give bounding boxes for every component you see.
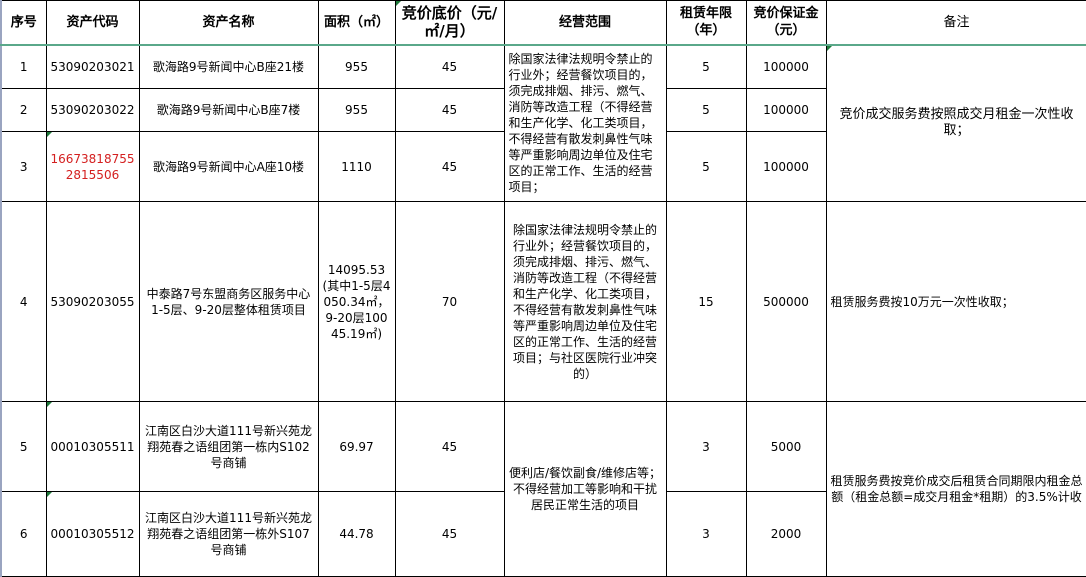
cell-name[interactable]: 歌海路9号新闻中心B座7楼	[138, 88, 319, 132]
cell-deposit[interactable]: 100000	[745, 88, 827, 132]
cell-no[interactable]: 4	[0, 201, 47, 402]
cell-no[interactable]: 3	[0, 131, 47, 202]
table-row: 4 53090203055 中泰路7号东盟商务区服务中心1-5层、9-20层整体…	[0, 201, 1086, 402]
header-no[interactable]: 序号	[0, 0, 47, 46]
cell-area[interactable]: 1110	[317, 131, 396, 202]
cell-name[interactable]: 江南区白沙大道111号新兴苑龙翔苑春之语组团第一栋内S102号商铺	[138, 401, 319, 492]
table-row: 2 53090203022 歌海路9号新闻中心B座7楼 955 45 5 100…	[0, 88, 1086, 132]
header-name[interactable]: 资产名称	[138, 0, 319, 46]
cell-price[interactable]: 45	[394, 44, 505, 89]
cell-code[interactable]: 00010305511	[45, 401, 140, 492]
cell-term[interactable]: 5	[665, 88, 747, 132]
cell-scope-group1[interactable]: 除国家法律法规明令禁止的行业外；经营餐饮项目的，须完成排烟、排污、燃气、消防等改…	[503, 44, 667, 202]
header-scope[interactable]: 经营范围	[503, 0, 667, 46]
cell-area[interactable]: 44.78	[317, 491, 396, 577]
table-row: 3 166738187552815506 歌海路9号新闻中心A座10楼 1110…	[0, 131, 1086, 202]
cell-deposit[interactable]: 100000	[745, 44, 827, 89]
cell-remarks-group3[interactable]: 租赁服务费按竞价成交后租赁合同期限内租金总额（租金总额=成交月租金*租期）的3.…	[825, 401, 1086, 577]
table-row: 5 00010305511 江南区白沙大道111号新兴苑龙翔苑春之语组团第一栋内…	[0, 401, 1086, 577]
cell-no[interactable]: 5	[0, 401, 47, 492]
cell-code[interactable]: 53090203022	[45, 88, 140, 132]
header-price[interactable]: 竞价底价（元/㎡/月）	[394, 0, 505, 46]
cell-deposit[interactable]: 5000	[745, 401, 827, 492]
header-row: 序号 资产代码 资产名称 面积（㎡） 竞价底价（元/㎡/月） 经营范围 租赁年限…	[0, 0, 1086, 46]
header-area[interactable]: 面积（㎡）	[317, 0, 396, 46]
cell-scope-group2[interactable]: 除国家法律法规明令禁止的行业外；经营餐饮项目的，须完成排烟、排污、燃气、消防等改…	[503, 201, 667, 402]
cell-remarks-group1[interactable]: 竞价成交服务费按照成交月租金一次性收取；	[825, 44, 1086, 202]
cell-area[interactable]: 955	[317, 88, 396, 132]
cell-name[interactable]: 歌海路9号新闻中心B座21楼	[138, 44, 319, 89]
cell-no[interactable]: 6	[0, 491, 47, 577]
header-code[interactable]: 资产代码	[45, 0, 140, 46]
cell-term[interactable]: 3	[665, 491, 747, 577]
cell-price[interactable]: 45	[394, 88, 505, 132]
cell-deposit[interactable]: 100000	[745, 131, 827, 202]
cell-name[interactable]: 江南区白沙大道111号新兴苑龙翔苑春之语组团第一栋外S107号商铺	[138, 491, 319, 577]
cell-scope-group3[interactable]: 便利店/餐饮副食/维修店等；不得经营加工等影响和干扰居民正常生活的项目	[503, 401, 667, 577]
cell-price[interactable]: 70	[394, 201, 505, 402]
header-deposit[interactable]: 竞价保证金（元）	[745, 0, 827, 46]
cell-area[interactable]: 14095.53(其中1-5层4050.34㎡，9-20层10045.19㎡)	[317, 201, 396, 402]
cell-deposit[interactable]: 500000	[745, 201, 827, 402]
cell-code[interactable]: 53090203021	[45, 44, 140, 89]
cell-term[interactable]: 5	[665, 44, 747, 89]
cell-name[interactable]: 歌海路9号新闻中心A座10楼	[138, 131, 319, 202]
cell-area[interactable]: 955	[317, 44, 396, 89]
cell-area[interactable]: 69.97	[317, 401, 396, 492]
header-term[interactable]: 租赁年限（年）	[665, 0, 747, 46]
cell-code[interactable]: 166738187552815506	[45, 131, 140, 202]
table-row: 6 00010305512 江南区白沙大道111号新兴苑龙翔苑春之语组团第一栋外…	[0, 491, 1086, 577]
header-remarks[interactable]: 备注	[825, 0, 1086, 46]
cell-name[interactable]: 中泰路7号东盟商务区服务中心1-5层、9-20层整体租赁项目	[138, 201, 319, 402]
cell-term[interactable]: 5	[665, 131, 747, 202]
cell-code[interactable]: 00010305512	[45, 491, 140, 577]
cell-term[interactable]: 15	[665, 201, 747, 402]
cell-code[interactable]: 53090203055	[45, 201, 140, 402]
table-row: 1 53090203021 歌海路9号新闻中心B座21楼 955 45 除国家法…	[0, 44, 1086, 202]
cell-no[interactable]: 2	[0, 88, 47, 132]
cell-deposit[interactable]: 2000	[745, 491, 827, 577]
cell-remarks-group2[interactable]: 租赁服务费按10万元一次性收取；	[825, 201, 1086, 402]
cell-no[interactable]: 1	[0, 44, 47, 89]
cell-term[interactable]: 3	[665, 401, 747, 492]
cell-price[interactable]: 45	[394, 401, 505, 492]
cell-price[interactable]: 45	[394, 131, 505, 202]
cell-price[interactable]: 45	[394, 491, 505, 577]
